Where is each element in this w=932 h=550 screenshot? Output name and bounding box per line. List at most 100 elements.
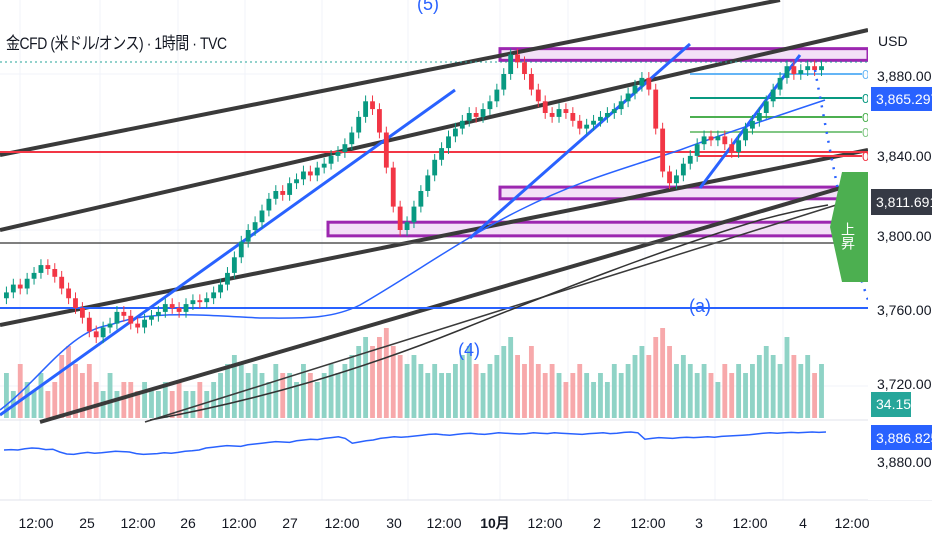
candle-body (218, 284, 223, 293)
annotation-labels: (5) (4) (a) (417, 0, 711, 360)
green-arrow-marker (830, 172, 868, 282)
volume-bar (45, 391, 51, 418)
candle-body (722, 136, 728, 145)
candle-body (798, 70, 804, 74)
overlays: 上昇 (813, 69, 870, 301)
volume-bar (729, 373, 735, 418)
volume-bar (446, 373, 451, 418)
volume-bar (225, 364, 230, 418)
candle-body (653, 89, 659, 129)
candle-body (805, 66, 811, 71)
candles (4, 48, 824, 344)
volume-bar (812, 373, 818, 418)
oscillator-badge (871, 425, 932, 450)
volume-bar (577, 364, 583, 418)
volume-bar (639, 346, 645, 418)
candle-body (508, 54, 514, 74)
volume-bar (611, 364, 617, 418)
candle-body (632, 85, 638, 94)
volume-bar (708, 373, 714, 418)
volume-bar (335, 373, 341, 418)
volume-bar (370, 346, 375, 418)
volume-bar (528, 346, 534, 418)
volume-bar (784, 337, 790, 418)
candle-body (674, 175, 679, 184)
x-tick-label: 12:00 (18, 515, 53, 531)
candle-body (149, 315, 154, 320)
volume-bar (715, 382, 721, 418)
candle-body (377, 109, 382, 133)
x-tick-label: 12:00 (324, 515, 359, 531)
candle-body (680, 163, 686, 176)
candle-body (176, 308, 182, 312)
arrow-label: 上昇 (840, 222, 856, 250)
candle-body (162, 304, 168, 312)
volume-bar (770, 355, 776, 418)
x-tick-label: 25 (79, 515, 95, 531)
candle-body (52, 269, 58, 277)
candle-body (390, 167, 396, 207)
candle-body (383, 132, 389, 168)
volume-bar (694, 373, 700, 418)
candle-body (197, 300, 203, 303)
volume-bar (584, 373, 590, 418)
volume-bar (556, 373, 562, 418)
candle-body (328, 155, 334, 164)
volume-bar (763, 346, 769, 418)
candle-body (93, 331, 99, 338)
volume-bar (197, 382, 203, 418)
volume-badge (871, 392, 911, 417)
volume-bar (466, 346, 472, 418)
candle-body (687, 155, 693, 164)
candle-body (280, 191, 286, 195)
volume-bar (183, 391, 189, 418)
oscillator-axis-label: 3,880.000 (877, 454, 932, 470)
volume-bar (660, 328, 666, 418)
volume-bar (515, 355, 520, 418)
current-price-text: 3,811.691 (876, 194, 932, 210)
volume-bar (653, 337, 659, 418)
volume-bar (377, 337, 382, 418)
oscillator-line (3, 431, 827, 456)
volume-bar (570, 373, 576, 418)
volume-bar (73, 364, 78, 418)
chart-title: 金CFD (米ドル/オンス) · 1時間 · TVC (6, 34, 227, 53)
wave-label-5: (5) (417, 0, 439, 14)
volume-bar (4, 373, 9, 418)
wave-label-4: (4) (458, 340, 480, 360)
candle-body (459, 120, 465, 129)
candle-body (17, 284, 23, 289)
volume-bar (121, 382, 127, 418)
volume-bar (231, 355, 237, 418)
candle-body (225, 272, 230, 285)
candle-body (294, 179, 299, 184)
candle-body (777, 77, 783, 90)
current-price-badge (871, 189, 932, 215)
y-tick-label: 3,760.000 (877, 302, 932, 318)
candle-body (639, 77, 645, 86)
candle-body (128, 315, 134, 324)
candle-body (211, 292, 217, 299)
candle-body (301, 171, 306, 180)
candle-body (245, 230, 251, 242)
candle-body (86, 317, 92, 332)
candle-body (183, 304, 189, 312)
time-axis: 12:00 25 12:00 26 12:00 27 12:00 30 12:00 10月 12:0… (18, 515, 869, 531)
volume-bar (79, 373, 85, 418)
candle-body (515, 54, 520, 63)
candle-body (79, 308, 85, 318)
candle-body (446, 136, 451, 149)
oscillator-text: 3,886.825 (876, 430, 932, 446)
candle-body (356, 116, 362, 133)
x-tick-label: 12:00 (120, 515, 155, 531)
x-tick-label: 2 (593, 515, 601, 531)
channel-line (0, 0, 781, 157)
candle-body (342, 144, 348, 152)
candle-body (411, 206, 417, 223)
volume-bar (418, 364, 424, 418)
x-tick-label: 3 (695, 515, 703, 531)
candle-body (59, 276, 65, 289)
volume-bar (287, 373, 293, 418)
candle-body (542, 101, 548, 113)
